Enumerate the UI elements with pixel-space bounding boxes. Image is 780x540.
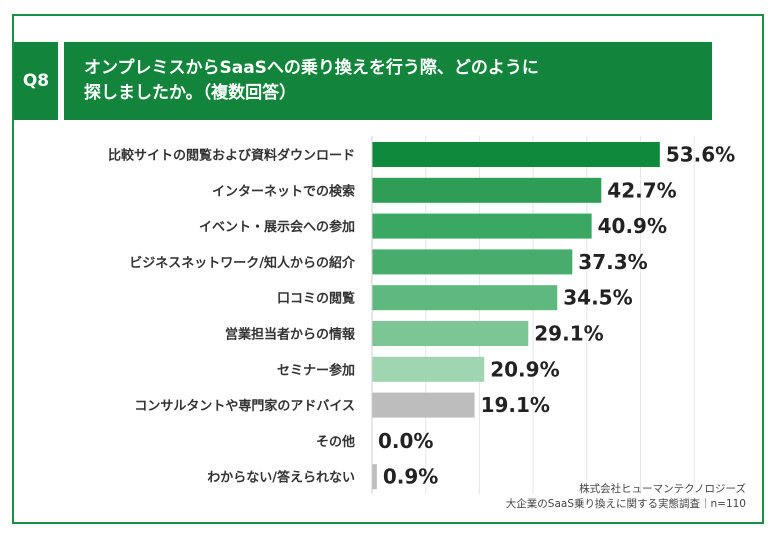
question-title: オンプレミスからSaaSへの乗り換えを行う際、どのように 探しましたか。（複数回… [64, 42, 712, 120]
value-label: 34.5% [563, 286, 632, 310]
bar [372, 392, 475, 418]
value-label: 40.9% [598, 214, 667, 238]
value-label: 19.1% [481, 393, 550, 417]
bar [372, 177, 602, 203]
value-label: 42.7% [607, 178, 676, 202]
bar [372, 249, 573, 275]
category-label: コンサルタントや専門家のアドバイス [134, 398, 355, 414]
category-label: 口コミの閲覧 [277, 291, 355, 307]
question-title-line-2: 探しましたか。（複数回答） [84, 83, 297, 103]
category-label: わからない/答えられない [207, 470, 355, 486]
value-label: 29.1% [534, 322, 603, 346]
bar [372, 356, 485, 382]
value-label: 0.0% [378, 429, 433, 453]
category-label: セミナー参加 [277, 362, 355, 378]
value-label: 0.9% [383, 465, 438, 489]
bar [372, 321, 529, 346]
category-label: イベント・展示会への参加 [199, 219, 355, 235]
source-note: 株式会社ヒューマンテクノロジーズ 大企業のSaaS乗り換えに関する実態調査｜n=… [506, 482, 746, 512]
source-company: 株式会社ヒューマンテクノロジーズ [579, 483, 746, 495]
question-title-line-1: オンプレミスからSaaSへの乗り換えを行う際、どのように [84, 58, 539, 78]
category-label: インターネットでの検索 [212, 183, 355, 199]
question-number-badge: Q8 [14, 42, 58, 120]
category-label: その他 [316, 434, 355, 450]
bar [372, 142, 660, 167]
bar [372, 464, 377, 490]
category-label: 比較サイトの閲覧および資料ダウンロード [108, 148, 355, 164]
value-label: 53.6% [666, 143, 735, 167]
category-label: 営業担当者からの情報 [225, 327, 356, 343]
category-label: ビジネスネットワーク/知人からの紹介 [129, 255, 356, 271]
bar [372, 213, 592, 239]
bar [372, 285, 558, 311]
value-label: 20.9% [490, 357, 559, 381]
source-survey: 大企業のSaaS乗り換えに関する実態調査｜n=110 [505, 498, 746, 510]
value-label: 37.3% [578, 250, 647, 274]
